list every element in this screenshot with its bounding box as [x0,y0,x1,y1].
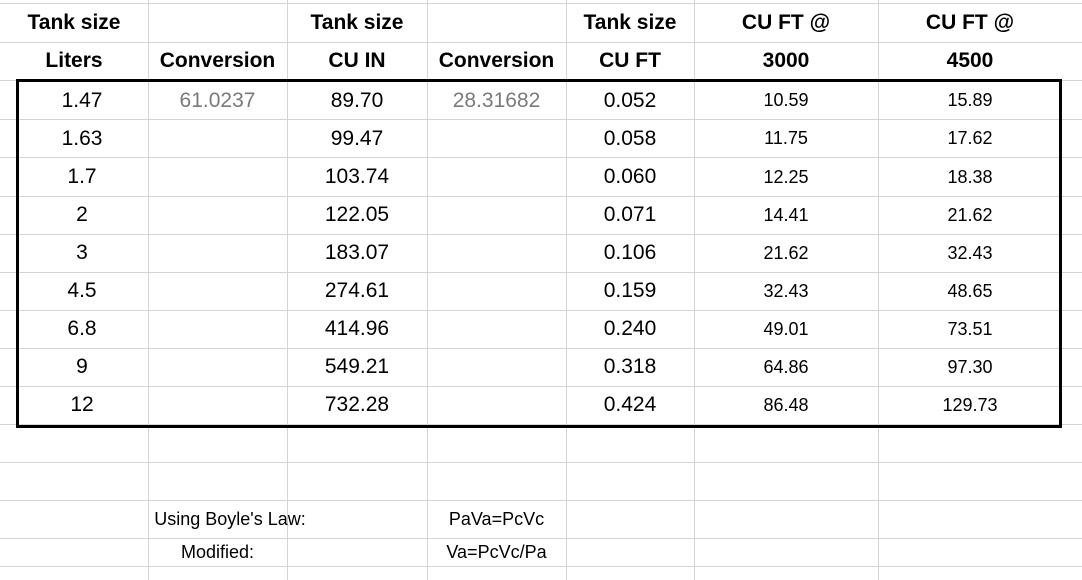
cell-cu-ft-4500[interactable]: 97.30 [947,356,993,377]
header-cell[interactable]: Conversion [159,49,276,72]
cell-liters[interactable]: 2 [76,203,88,226]
cell-conversion-ft[interactable] [427,348,566,386]
cell-cu-ft[interactable]: 0.159 [603,279,657,302]
cell-conversion-ft[interactable] [427,272,566,310]
cell-conversion-ft[interactable]: 28.31682 [452,88,541,112]
header-cell[interactable]: Tank size [583,11,677,34]
boyle-label[interactable]: Using Boyle's Law: [154,508,306,529]
modified-formula[interactable]: Va=PcVc/Pa [446,541,547,562]
cell-cu-ft-3000[interactable]: 21.62 [763,242,809,263]
header-cell[interactable]: 3000 [762,49,810,72]
cell-cu-ft-4500[interactable]: 32.43 [947,242,993,263]
cell-cu-in[interactable]: 89.70 [330,88,384,112]
cell-liters[interactable]: 1.63 [61,126,103,150]
cell-conversion-in[interactable] [148,234,287,272]
cell-cu-in[interactable]: 414.96 [324,317,390,340]
cell-cu-ft-3000[interactable]: 86.48 [763,394,809,415]
modified-label[interactable]: Modified: [180,541,255,562]
header-cell[interactable] [148,4,287,42]
cell-conversion-ft[interactable] [427,386,566,424]
cell-cu-ft-4500[interactable]: 21.62 [947,204,993,225]
cell-conversion-ft[interactable] [427,234,566,272]
cell-conversion-ft[interactable] [427,310,566,348]
cell-liters[interactable]: 6.8 [67,317,97,340]
cell-cu-ft-4500[interactable]: 15.89 [947,90,993,110]
header-cell[interactable]: Conversion [438,49,555,72]
cell-conversion-in[interactable] [148,196,287,234]
header-cell[interactable]: Tank size [310,11,404,34]
cell-conversion-in[interactable] [148,386,287,424]
cell-conversion-in[interactable] [148,310,287,348]
cell-cu-ft-3000[interactable]: 11.75 [764,128,808,148]
cell-cu-ft-3000[interactable]: 10.59 [763,90,809,110]
cell-cu-ft[interactable]: 0.424 [603,393,657,416]
cell-cu-ft-4500[interactable]: 73.51 [947,318,993,339]
cell-cu-ft-4500[interactable]: 17.62 [947,128,993,148]
cell-conversion-in[interactable] [148,120,287,157]
cell-cu-ft-4500[interactable]: 48.65 [947,280,993,301]
cell-conversion-in[interactable] [148,272,287,310]
cell-cu-in[interactable]: 274.61 [324,279,390,302]
header-cell[interactable]: Liters [45,49,103,72]
cell-cu-ft-3000[interactable]: 32.43 [763,280,809,301]
header-cell[interactable] [427,4,566,42]
cell-cu-ft[interactable]: 0.060 [603,165,657,188]
cell-conversion-in[interactable]: 61.0237 [179,88,256,112]
header-cell[interactable]: CU FT [599,49,661,72]
header-cell[interactable]: 4500 [946,49,994,72]
cell-conversion-in[interactable] [148,348,287,386]
cell-cu-ft-3000[interactable]: 49.01 [763,318,809,339]
cell-liters[interactable]: 9 [76,355,88,378]
header-cell[interactable]: CU FT @ [741,11,831,34]
cell-conversion-in[interactable] [148,158,287,196]
boyle-formula[interactable]: PaVa=PcVc [448,508,545,529]
cell-cu-ft[interactable]: 0.071 [603,203,657,226]
cell-cu-ft[interactable]: 0.052 [603,88,657,112]
header-cell[interactable]: Tank size [27,11,121,34]
cell-cu-in[interactable]: 183.07 [324,241,390,264]
cell-liters[interactable]: 1.7 [67,165,97,188]
cell-cu-in[interactable]: 549.21 [324,355,390,378]
cell-conversion-ft[interactable] [427,196,566,234]
cell-cu-ft[interactable]: 0.106 [603,241,657,264]
cell-cu-in[interactable]: 122.05 [324,203,390,226]
cell-cu-ft-3000[interactable]: 12.25 [763,166,809,187]
cell-liters[interactable]: 3 [76,241,88,264]
header-cell[interactable]: CU FT @ [925,11,1015,34]
cell-liters[interactable]: 1.47 [61,88,103,112]
cell-cu-in[interactable]: 103.74 [324,165,390,188]
cell-cu-ft-3000[interactable]: 64.86 [763,356,809,377]
cell-cu-ft-3000[interactable]: 14.41 [763,204,809,225]
cell-cu-ft[interactable]: 0.058 [603,126,657,150]
cell-cu-in[interactable]: 732.28 [324,393,390,416]
header-cell[interactable]: CU IN [328,49,386,72]
cell-conversion-ft[interactable] [427,158,566,196]
cell-cu-ft[interactable]: 0.318 [603,355,657,378]
cell-liters[interactable]: 4.5 [67,279,97,302]
cell-cu-ft-4500[interactable]: 129.73 [942,394,998,415]
cell-cu-ft-4500[interactable]: 18.38 [947,166,993,187]
cell-liters[interactable]: 12 [70,393,94,416]
cell-conversion-ft[interactable] [427,120,566,157]
cell-cu-ft[interactable]: 0.240 [603,317,657,340]
cell-cu-in[interactable]: 99.47 [330,126,384,150]
data-block-border [16,79,1062,428]
